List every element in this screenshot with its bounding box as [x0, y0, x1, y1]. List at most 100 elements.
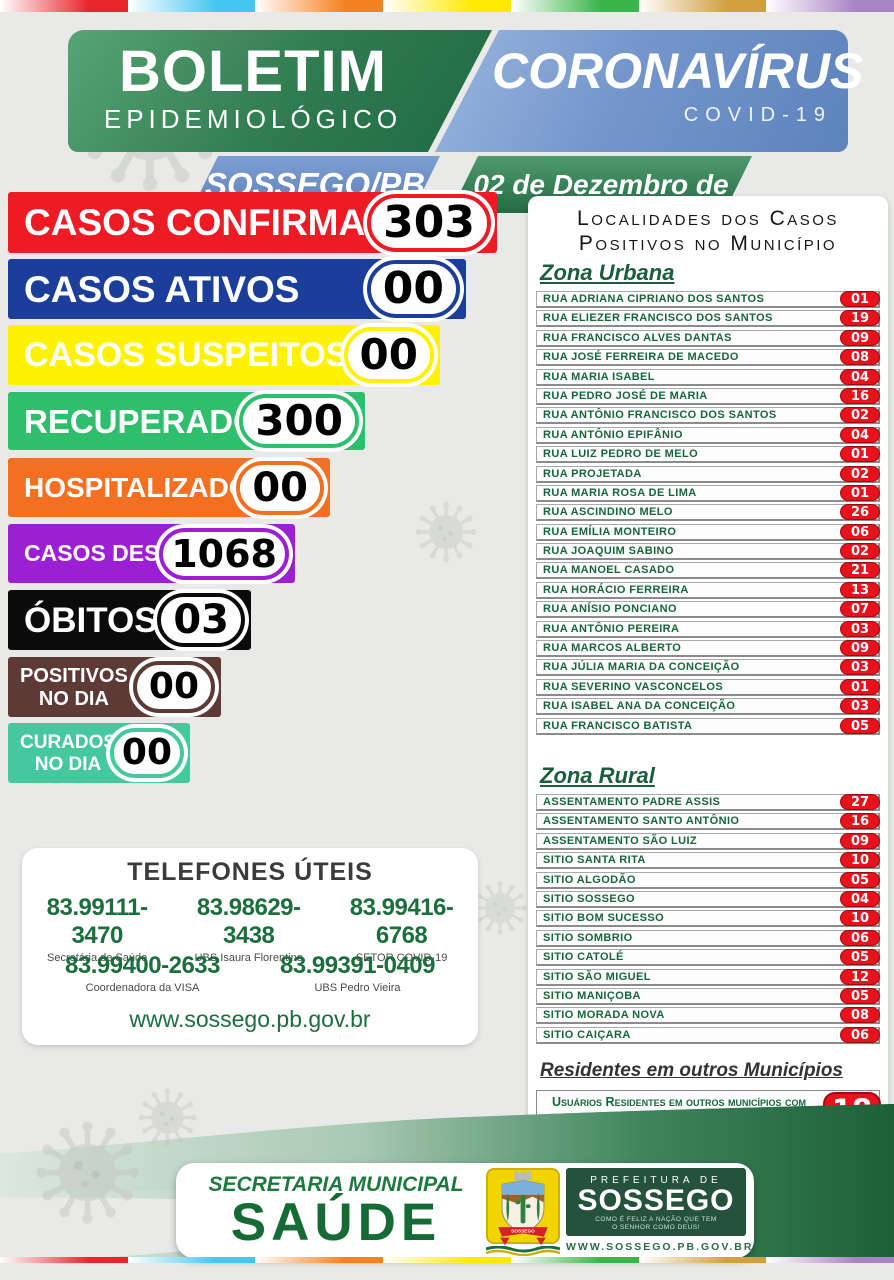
stat-value-pill: 1068 [159, 527, 289, 580]
locality-name: RUA ANÍSIO PONCIANO [543, 603, 677, 616]
strip-segment [510, 1257, 639, 1263]
locality-name: RUA LUIZ PEDRO DE MELO [543, 448, 699, 461]
locality-count-badge: 09 [840, 640, 880, 657]
strip-segment [255, 0, 384, 12]
covid19-label: COVID-19 [683, 104, 832, 126]
city-website-link[interactable]: www.sossego.pb.gov.br [129, 1006, 371, 1032]
locality-row: RUA ADRIANA CIPRIANO DOS SANTOS 01 [536, 291, 880, 308]
locality-row: RUA FRANCISCO ALVES DANTAS 09 [536, 329, 880, 347]
locality-name: ASSENTAMENTO SANTO ANTÔNIO [543, 815, 740, 828]
locality-count-badge: 06 [840, 1026, 880, 1043]
locality-row: SITIO MORADA NOVA 08 [536, 1007, 880, 1025]
locality-name: RUA ANTÔNIO PEREIRA [543, 622, 680, 635]
strip-segment [766, 0, 894, 12]
phone-number: 83.99400-2633 [65, 952, 220, 979]
phones-title: TELEFONES ÚTEIS [127, 858, 373, 886]
locality-row: RUA JOSÉ FERREIRA DE MACEDO 08 [536, 349, 880, 367]
locality-count-badge: 12 [840, 968, 880, 985]
stat-bar-obitos: ÓBITOS 03 [8, 590, 251, 650]
stat-label: HOSPITALIZADOS [24, 471, 270, 503]
phone-label: UBS Pedro Vieira [314, 982, 401, 994]
prefeitura-city-label: SOSSEGO [577, 1184, 735, 1217]
locality-row: SITIO SOSSEGO 04 [536, 890, 880, 908]
locality-count-badge: 06 [840, 523, 880, 540]
locality-name: RUA JOAQUIM SABINO [543, 545, 674, 558]
virus-watermark [412, 498, 480, 566]
phone-label: SETOR COVID-19 [355, 952, 448, 964]
locality-count-badge: 01 [840, 678, 880, 695]
locality-name: RUA ANTÔNIO FRANCISCO DOS SANTOS [543, 409, 777, 422]
locality-count-badge: 27 [840, 793, 880, 810]
stat-label: CASOS SUSPEITOS [24, 336, 349, 374]
locality-name: RUA SEVERINO VASCONCELOS [543, 680, 724, 693]
stat-bar-casos-ativos: CASOS ATIVOS 00 [8, 259, 466, 319]
locality-count-badge: 21 [840, 562, 880, 579]
locality-count-badge: 09 [840, 832, 880, 849]
strip-segment [0, 0, 128, 12]
strip-segment [0, 1257, 128, 1263]
locality-row: SITIO CATOLÉ 05 [536, 949, 880, 967]
locality-row: RUA LUIZ PEDRO DE MELO 01 [536, 446, 880, 464]
locality-name: SITIO MORADA NOVA [543, 1009, 665, 1022]
strip-segment [638, 0, 767, 12]
locality-name: RUA MARIA ISABEL [543, 370, 655, 383]
locality-name: SITIO BOM SUCESSO [543, 912, 665, 925]
stat-label: ÓBITOS [24, 600, 158, 640]
stat-label: CASOS ATIVOS [24, 268, 300, 310]
prefeitura-panel: PREFEITURA DE SOSSEGO COMO É FELIZ A NAÇ… [566, 1168, 746, 1236]
localities-title-line2: Positivos no Município [578, 232, 838, 255]
locality-row: SITIO MANIÇOBA 05 [536, 987, 880, 1005]
locality-row: SITIO ALGODÃO 05 [536, 871, 880, 889]
phone-number: 83.99111-3470 [46, 894, 148, 949]
phone-entry: 83.99111-3470 Secretária de Saúde [22, 894, 172, 964]
locality-count-badge: 19 [840, 310, 880, 327]
locality-count-badge: 10 [840, 910, 880, 927]
locality-row: SITIO SANTA RITA 10 [536, 852, 880, 870]
locality-name: RUA MARCOS ALBERTO [543, 642, 682, 655]
locality-count-badge: 05 [840, 949, 880, 966]
locality-count-badge: 06 [840, 929, 880, 946]
locality-name: RUA EMÍLIA MONTEIRO [543, 525, 677, 538]
locality-name: SITIO CAIÇARA [543, 1028, 631, 1041]
locality-name: RUA MARIA ROSA DE LIMA [543, 486, 697, 499]
stat-bar-casos-suspeitos: CASOS SUSPEITOS 00 [8, 325, 440, 385]
secretaria-label: SECRETARIA MUNICIPAL [208, 1173, 464, 1196]
locality-name: RUA ASCINDINO MELO [543, 506, 673, 519]
locality-row: RUA JÚLIA MARIA DA CONCEIÇÃO 03 [536, 659, 880, 677]
strip-segment [510, 0, 639, 12]
locality-row: RUA MARIA ROSA DE LIMA 01 [536, 484, 880, 502]
locality-row: RUA ASCINDINO MELO 26 [536, 504, 880, 522]
locality-name: SITIO CATOLÉ [543, 951, 624, 964]
phone-entry: 83.99416-6768 SETOR COVID-19 [325, 894, 478, 964]
locality-name: SITIO MANIÇOBA [543, 989, 641, 1002]
locality-row: SITIO CAIÇARA 06 [536, 1026, 880, 1044]
stat-label: CURADOS NO DIA [20, 731, 117, 775]
locality-count-badge: 02 [840, 407, 880, 424]
locality-count-badge: 16 [840, 813, 880, 830]
locality-count-badge: 02 [840, 543, 880, 560]
coronavirus-title: CORONAVÍRUS [492, 43, 864, 99]
locality-count-badge: 01 [840, 446, 880, 463]
locality-name: RUA MANOEL CASADO [543, 564, 675, 577]
locality-row: RUA PEDRO JOSÉ DE MARIA 16 [536, 387, 880, 405]
header-banner-left [68, 30, 492, 152]
zona-urbana-list: RUA ADRIANA CIPRIANO DOS SANTOS 01 RUA EL… [536, 291, 880, 735]
locality-count-badge: 03 [840, 620, 880, 637]
phone-entry: 83.99391-0409 UBS Pedro Vieira [280, 952, 435, 994]
stat-bar-curados-no-dia: CURADOS NO DIA 00 [8, 723, 190, 783]
prefeitura-website-link[interactable]: WWW.SOSSEGO.PB.GOV.BR [566, 1241, 754, 1253]
virus-watermark [470, 878, 530, 938]
header-banner-right [435, 30, 848, 152]
phone-label: UBS Isaura Florentino [194, 952, 303, 964]
locality-row: RUA EMÍLIA MONTEIRO 06 [536, 523, 880, 541]
prefeitura-de-label: PREFEITURA DE [590, 1175, 722, 1186]
stat-value-pill: 300 [239, 394, 359, 448]
locality-name: RUA PEDRO JOSÉ DE MARIA [543, 389, 708, 402]
zona-rural-list: ASSENTAMENTO PADRE ASSIS 27 ASSENTAMENTO … [536, 793, 880, 1044]
locality-name: RUA HORÁCIO FERREIRA [543, 583, 689, 596]
locality-row: RUA ELIEZER FRANCISCO DOS SANTOS 19 [536, 310, 880, 328]
locality-name: SITIO SOMBRIO [543, 931, 633, 944]
locality-count-badge: 01 [840, 291, 880, 307]
locality-count-badge: 05 [840, 871, 880, 888]
locality-row: RUA FRANCISCO BATISTA 05 [536, 717, 880, 735]
